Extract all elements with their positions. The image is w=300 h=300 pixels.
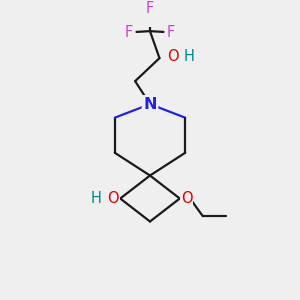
Text: F: F [125,25,133,40]
Text: H: H [184,49,195,64]
Text: F: F [146,1,154,16]
Text: H: H [90,191,101,206]
Text: F: F [167,25,175,40]
Text: O: O [181,191,193,206]
Text: O: O [167,49,179,64]
Text: O: O [107,191,119,206]
Text: N: N [143,97,157,112]
